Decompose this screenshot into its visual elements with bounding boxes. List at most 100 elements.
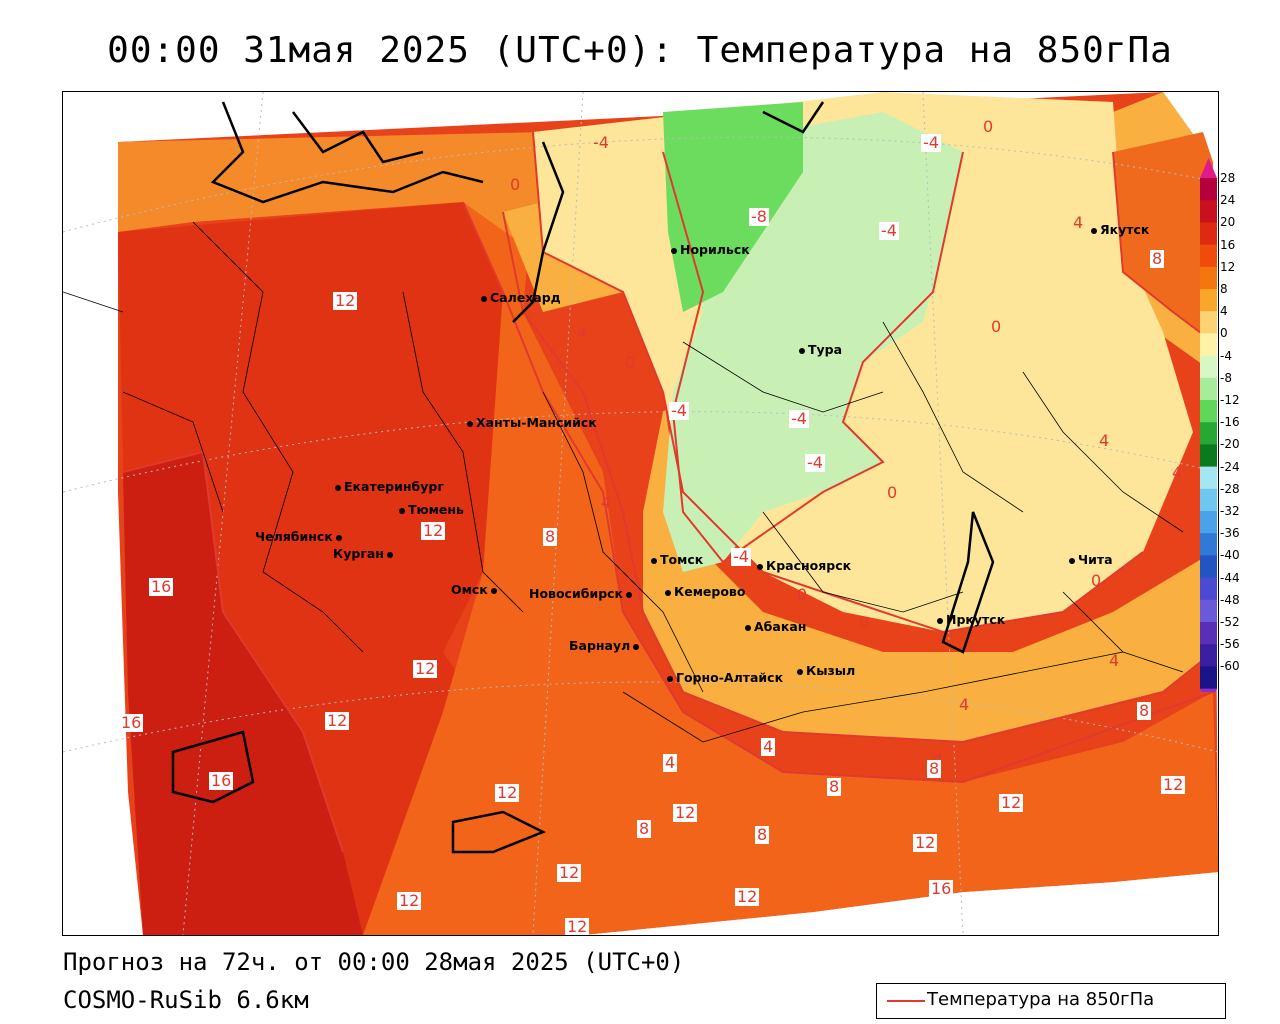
- colorbar-swatch: [1200, 644, 1217, 667]
- city-omsk: Омск: [451, 582, 500, 597]
- colorbar-tick-label: -60: [1220, 659, 1240, 674]
- colorbar-tick-label: -32: [1220, 504, 1240, 518]
- isoline-label: -4: [731, 547, 751, 566]
- colorbar-tick-label: -48: [1220, 592, 1240, 607]
- city-kurgan: Курган: [333, 546, 396, 561]
- isoline-label: 0: [1091, 571, 1102, 590]
- isoline-label: 0: [887, 483, 898, 502]
- isoline-label: 4: [959, 695, 970, 714]
- city-yekaterinburg: Екатеринбург: [335, 479, 444, 494]
- isoline-label: -4: [921, 133, 941, 152]
- isoline-label: 12: [325, 711, 350, 730]
- map-area[interactable]: Норильск Якутск Салехард Тура Ханты-Манс…: [62, 91, 1219, 936]
- isoline-label: -4: [593, 133, 609, 152]
- colorbar-swatch: [1200, 444, 1217, 468]
- isoline-label: 8: [1137, 701, 1152, 720]
- forecast-info: Прогноз на 72ч. от 00:00 28мая 2025 (UTC…: [63, 948, 685, 976]
- city-chita: Чита: [1069, 552, 1113, 567]
- isoline-label: 12: [565, 917, 590, 936]
- isoline-label: 12: [1161, 775, 1186, 794]
- colorbar-swatch: [1200, 488, 1217, 512]
- isoline-label: 12: [397, 891, 422, 910]
- city-norilsk: Норильск: [671, 242, 750, 257]
- isoline-label: 12: [735, 887, 760, 906]
- isoline-label: 8: [755, 825, 770, 844]
- colorbar-swatch: [1200, 377, 1217, 401]
- isoline-label: 8: [927, 759, 942, 778]
- city-salekhard: Салехард: [481, 290, 561, 305]
- colorbar-tick-label: 0: [1220, 326, 1228, 341]
- colorbar-tick-label: 24: [1220, 193, 1236, 208]
- colorbar-swatch: [1200, 222, 1217, 246]
- city-yakutsk: Якутск: [1091, 222, 1149, 237]
- colorbar-swatch: [1200, 555, 1217, 579]
- colorbar-swatch: [1200, 466, 1217, 490]
- colorbar-tick-label: -56: [1220, 637, 1240, 652]
- isoline-label: 4: [601, 493, 612, 512]
- isoline-label: 0: [983, 117, 994, 136]
- zone-green: [663, 102, 803, 312]
- isoline-label: 16: [149, 577, 174, 596]
- city-tomsk: Томск: [651, 552, 703, 567]
- colorbar-tick-label: 8: [1220, 282, 1228, 296]
- colorbar-tick-label: 16: [1220, 237, 1236, 252]
- legend: Температура на 850гПа: [876, 983, 1226, 1019]
- isoline-label: 4: [577, 323, 588, 342]
- isoline-label: 0: [991, 317, 1002, 336]
- colorbar-tick-label: -28: [1220, 481, 1240, 496]
- isoline-label: -4: [879, 221, 899, 240]
- isoline-label: -4: [789, 409, 809, 428]
- coastlines: [171, 101, 995, 854]
- colorbar-swatch: [1200, 333, 1217, 357]
- temperature-field: [63, 92, 1218, 935]
- colorbar-swatch: [1200, 289, 1217, 312]
- city-irkutsk: Иркутск: [937, 612, 1005, 627]
- zone-yakutsk-warm: [1113, 132, 1213, 342]
- city-chelyabinsk: Челябинск: [255, 529, 345, 544]
- city-krasnoyarsk: Красноярск: [757, 558, 851, 573]
- isoline-label: 4: [1099, 431, 1110, 450]
- isoline-label: 4: [1109, 651, 1120, 670]
- zone-darkred-southwest: [123, 452, 363, 935]
- colorbar-top-arrow: [1200, 158, 1217, 178]
- colorbar-scale: [1200, 158, 1217, 692]
- colorbar-tick-label: 12: [1220, 259, 1236, 274]
- colorbar-swatch: [1200, 511, 1217, 534]
- legend-line-swatch: [887, 1000, 925, 1002]
- isoline-label: 4: [663, 753, 678, 772]
- isoline-label: 12: [495, 783, 520, 802]
- colorbar-tick-label: -4: [1220, 348, 1232, 363]
- city-kyzyl: Кызыл: [797, 663, 855, 678]
- colorbar-tick-label: 4: [1220, 304, 1228, 319]
- colorbar-swatch: [1200, 178, 1217, 201]
- legend-label: Температура на 850гПа: [927, 989, 1155, 1010]
- colorbar-bottom-arrow: [1200, 688, 1217, 692]
- colorbar-tick-label: -12: [1220, 393, 1240, 407]
- city-khanty-mansiysk: Ханты-Мансийск: [467, 415, 597, 430]
- city-abakan: Абакан: [745, 619, 806, 634]
- isoline-label: 8: [543, 527, 558, 546]
- colorbar-tick-label: 20: [1220, 215, 1236, 230]
- isoline-label: 8: [637, 819, 652, 838]
- colorbar-swatch: [1200, 311, 1217, 334]
- city-gorno-altaysk: Горно-Алтайск: [667, 670, 783, 685]
- isoline-label: 12: [421, 521, 446, 540]
- colorbar-swatch: [1200, 622, 1217, 645]
- isoline-label: -4: [669, 401, 689, 420]
- isoline-label: -8: [749, 207, 769, 226]
- colorbar-swatch: [1200, 577, 1217, 601]
- colorbar-swatch: [1200, 266, 1217, 290]
- city-kemerovo: Кемерово: [665, 584, 745, 599]
- colorbar-tick-label: -36: [1220, 526, 1240, 541]
- isolines: [122, 131, 1214, 853]
- isoline-label: 16: [209, 771, 234, 790]
- isoline-label: 0: [797, 585, 808, 604]
- city-tura: Тура: [799, 342, 842, 357]
- colorbar-swatch: [1200, 599, 1217, 623]
- city-barnaul: Барнаул: [569, 638, 642, 653]
- colorbar-tick-label: -40: [1220, 548, 1240, 563]
- colorbar-swatch: [1200, 200, 1217, 223]
- isoline-label: 12: [673, 803, 698, 822]
- isoline-label: 0: [510, 175, 521, 194]
- isoline-label: 0: [859, 613, 870, 632]
